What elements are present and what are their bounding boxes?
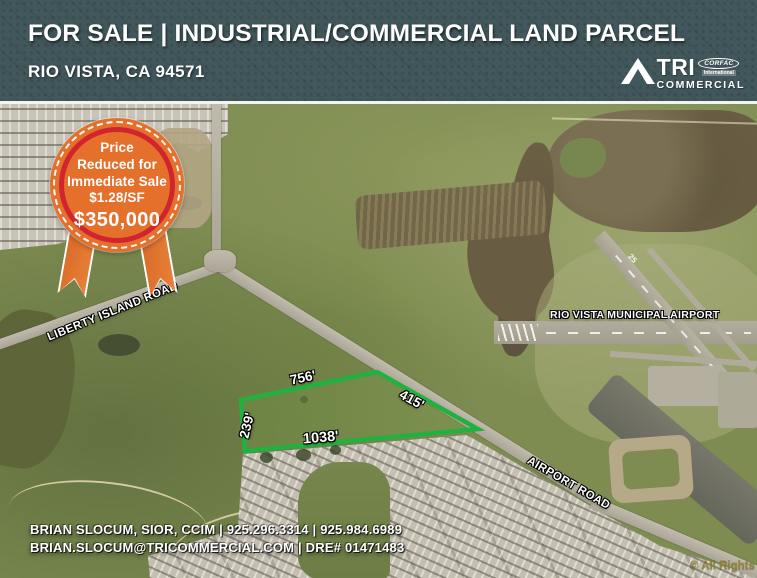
aerial-photo: 25 LIBERTY ISLAND ROAD RIO VISTA MUNICIP… — [0, 104, 757, 578]
badge-price: $350,000 — [73, 208, 161, 231]
tri-commercial-logo: TRI CORFAC International COMMERCIAL — [620, 54, 745, 92]
triangle-notch — [628, 69, 647, 84]
tree — [296, 449, 311, 461]
pond — [98, 334, 140, 356]
badge-circle: Price Reduced for Immediate Sale $1.28/S… — [50, 118, 184, 252]
price-badge: Price Reduced for Immediate Sale $1.28/S… — [50, 118, 184, 300]
contact-info: BRIAN SLOCUM, SIOR, CCIM | 925.296.3314 … — [30, 521, 404, 557]
header-banner: FOR SALE | INDUSTRIAL/COMMERCIAL LAND PA… — [0, 0, 757, 104]
badge-line-2: Reduced for — [77, 156, 157, 172]
badge-red-ring: Price Reduced for Immediate Sale $1.28/S… — [59, 127, 175, 243]
badge-line-1: Price — [100, 140, 134, 156]
badge-price-per-sf: $1.28/SF — [89, 190, 145, 206]
logo-commercial-label: COMMERCIAL — [656, 79, 745, 91]
badge-line-3: Immediate Sale — [67, 173, 167, 189]
airport-apron — [718, 372, 757, 428]
corfac-label: CORFAC — [698, 58, 740, 69]
airport-apron — [648, 366, 720, 406]
corfac-badge: CORFAC International — [698, 58, 740, 76]
contact-line-1: BRIAN SLOCUM, SIOR, CCIM | 925.296.3314 … — [30, 522, 403, 537]
parcel-dimension-bottom: 1038' — [302, 428, 340, 448]
tree — [330, 445, 341, 455]
logo-tri-label: TRI — [656, 54, 696, 80]
marsh-green-gap — [560, 138, 606, 178]
corfac-sub-label: International — [701, 70, 736, 76]
parcel-outline — [238, 369, 486, 454]
parcel-boundary — [238, 369, 486, 454]
road-intersection — [204, 250, 236, 272]
green-park-corridor — [298, 462, 390, 578]
page-title: FOR SALE | INDUSTRIAL/COMMERCIAL LAND PA… — [28, 20, 686, 47]
tree — [260, 452, 273, 463]
copyright-watermark: © All Rights — [690, 560, 755, 572]
location-subtitle: RIO VISTA, CA 94571 — [28, 62, 205, 81]
road-north-south — [212, 104, 221, 262]
airport-name-label: RIO VISTA MUNICIPAL AIRPORT — [550, 309, 720, 321]
logo-text-block: TRI CORFAC International COMMERCIAL — [656, 54, 745, 92]
contact-line-2: BRIAN.SLOCUM@TRICOMMERCIAL.COM | DRE# 01… — [30, 540, 405, 555]
tree — [300, 396, 308, 403]
badge-scallop-ring — [53, 121, 181, 249]
tri-triangle-icon — [620, 58, 655, 85]
